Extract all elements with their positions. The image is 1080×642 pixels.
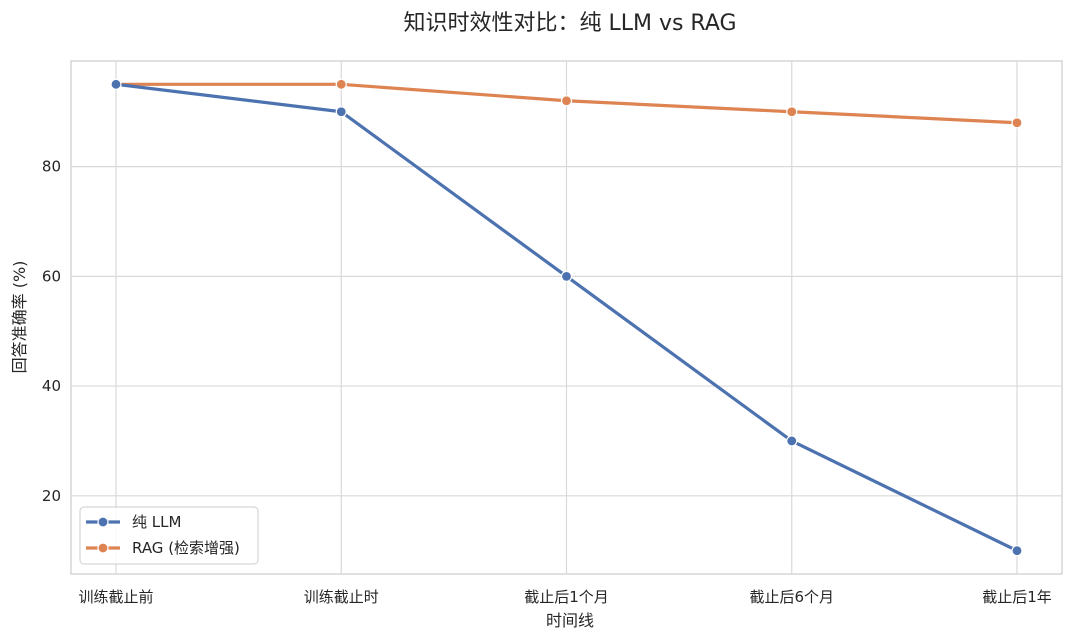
x-tick-label: 训练截止前: [78, 588, 153, 606]
x-axis-label: 时间线: [546, 611, 594, 630]
legend-swatch-marker-rag: [97, 542, 109, 554]
x-tick-label: 截止后6个月: [749, 588, 834, 606]
data-point-llm: [110, 78, 122, 90]
y-tick-labels: 20 40 60 80: [42, 158, 61, 505]
data-point-rag: [786, 106, 798, 118]
y-tick-label: 80: [42, 158, 61, 176]
legend-label-rag: RAG (检索增强): [132, 539, 240, 557]
x-tick-label: 训练截止时: [304, 588, 379, 606]
y-tick-label: 20: [42, 487, 61, 505]
legend: 纯 LLM RAG (检索增强): [79, 506, 259, 565]
series-layer: [110, 78, 1023, 557]
data-point-llm: [1011, 545, 1023, 557]
x-tick-label: 截止后1个月: [524, 588, 609, 606]
legend-box: [79, 506, 259, 565]
legend-items: 纯 LLM RAG (检索增强): [86, 513, 240, 557]
chart-title: 知识时效性对比：纯 LLM vs RAG: [403, 11, 736, 36]
plot-area: [70, 60, 1063, 575]
legend-label-llm: 纯 LLM: [132, 513, 181, 531]
x-tick-labels: 训练截止前 训练截止时 截止后1个月 截止后6个月 截止后1年: [78, 588, 1051, 606]
y-tick-label: 60: [42, 267, 61, 285]
data-point-llm: [786, 435, 798, 447]
x-gridlines: [115, 61, 1018, 574]
y-tick-label: 40: [42, 377, 61, 395]
data-point-rag: [335, 78, 347, 90]
data-point-llm: [560, 270, 573, 282]
data-point-llm: [335, 106, 347, 118]
y-axis-label: 回答准确率 (%): [10, 261, 29, 374]
data-point-rag: [560, 95, 573, 107]
legend-swatch-marker-llm: [97, 516, 109, 528]
x-tick-label: 截止后1年: [982, 588, 1052, 606]
data-point-rag: [1011, 117, 1023, 129]
